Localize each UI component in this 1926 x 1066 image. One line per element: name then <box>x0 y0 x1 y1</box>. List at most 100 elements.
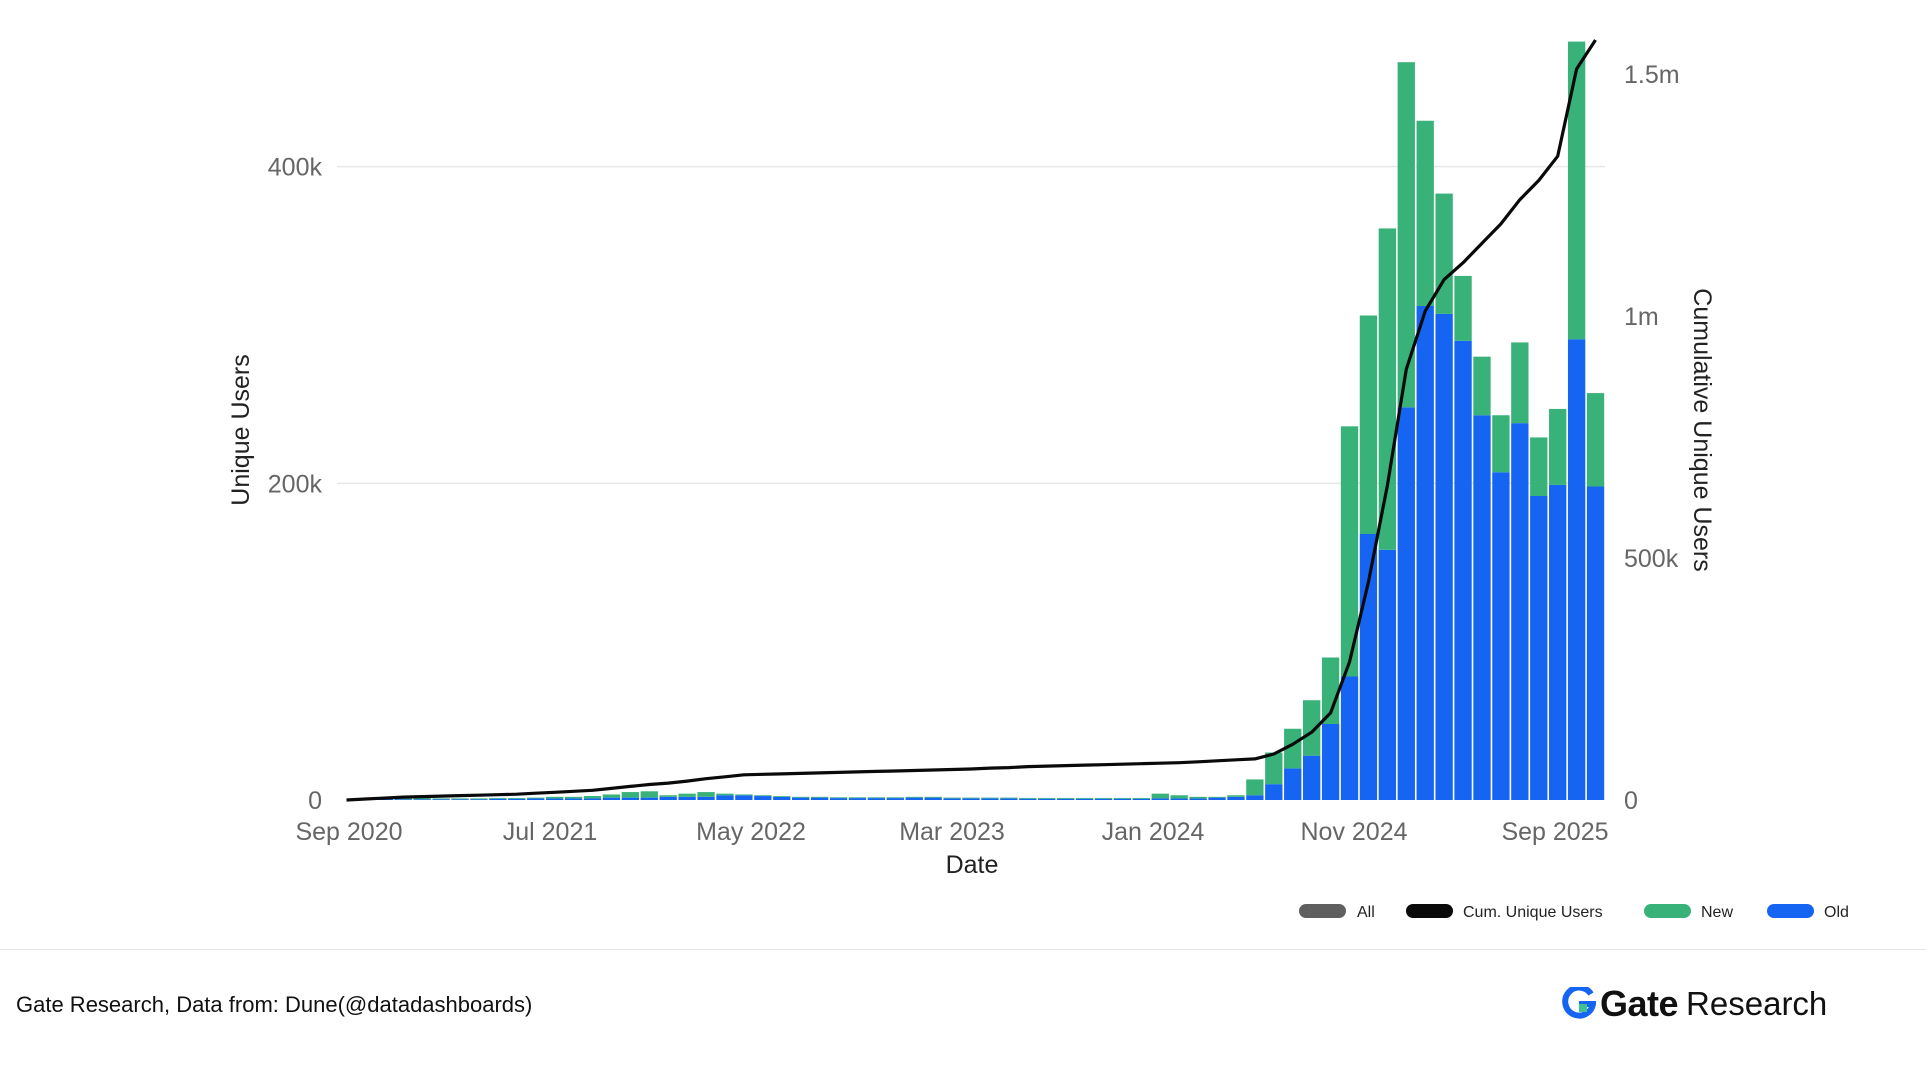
bar-old <box>527 798 545 800</box>
bar-old <box>1208 797 1226 800</box>
bar-new <box>1113 797 1132 799</box>
bar-new <box>1359 315 1378 534</box>
bar-old <box>810 797 829 800</box>
bar-new <box>754 795 772 797</box>
bar-old <box>1284 768 1302 800</box>
legend-item-cum-unique-users[interactable]: Cum. Unique Users <box>1406 904 1603 921</box>
bar-old <box>1019 798 1037 800</box>
y2-tick-label: 1.5m <box>1624 61 1680 89</box>
bar-new <box>1435 193 1453 314</box>
bar-new <box>943 797 961 799</box>
x-tick-label: Sep 2020 <box>295 818 402 846</box>
gate-logo-icon <box>1562 987 1596 1019</box>
bar-new <box>1416 120 1434 306</box>
bar-old <box>1435 313 1453 800</box>
bar-new <box>1038 797 1056 799</box>
bar-new <box>1227 795 1245 797</box>
bar-new <box>1378 228 1397 550</box>
bar-old <box>943 798 961 800</box>
bar-old <box>886 798 904 800</box>
bar-new <box>1511 342 1529 424</box>
bar-old <box>848 798 867 800</box>
bar-new <box>1265 752 1283 785</box>
bar-new <box>810 796 829 798</box>
x-tick-label: Jul 2021 <box>503 818 598 846</box>
bar-new <box>413 797 431 800</box>
bar-new <box>1189 796 1207 799</box>
bar-new <box>545 796 564 799</box>
bar-old <box>1113 798 1132 800</box>
bar-new <box>697 792 715 797</box>
bar-new <box>1246 779 1264 796</box>
bar-new <box>1019 797 1037 799</box>
y-tick-label: 0 <box>308 787 322 815</box>
legend-swatch-new <box>1644 904 1691 918</box>
bar-old <box>1340 676 1359 800</box>
bar-old <box>1056 798 1075 800</box>
bar-old <box>508 798 526 800</box>
bar-new <box>470 798 488 800</box>
bar-new <box>432 798 450 800</box>
unique-users-chart: 0 200k 400k 0 500k 1m 1.5m Sep 2020 Jul 2021 Ma… <box>227 39 1849 921</box>
bar-old <box>1454 340 1472 800</box>
bar-new <box>1473 356 1491 416</box>
bar-new <box>905 796 923 798</box>
bar-old <box>1530 496 1548 800</box>
bar-old <box>545 798 564 800</box>
legend-item-all[interactable]: All <box>1299 904 1375 921</box>
bar-old <box>1189 798 1207 800</box>
bar-old <box>735 795 753 800</box>
bars-layer <box>375 41 1605 800</box>
y-axis-ticks: 0 200k 400k <box>268 154 323 815</box>
bar-old <box>1397 407 1415 800</box>
bar-old <box>1265 784 1283 800</box>
bar-old <box>1549 484 1567 800</box>
bar-new <box>1170 795 1188 799</box>
bar-new <box>735 794 753 796</box>
bar-new <box>792 796 810 798</box>
y2-tick-label: 0 <box>1624 787 1638 815</box>
x-axis-ticks: Sep 2020 Jul 2021 May 2022 Mar 2023 Jan 2024… <box>295 818 1608 846</box>
bar-new <box>1454 275 1472 341</box>
chart-container: 0 200k 400k 0 500k 1m 1.5m Sep 2020 Jul 2021 Ma… <box>227 39 1849 921</box>
bar-new <box>1284 728 1302 769</box>
bar-new <box>1075 797 1094 799</box>
cumulative-line-layer <box>346 39 1597 802</box>
footer-divider <box>0 949 1926 950</box>
bar-old <box>451 799 469 800</box>
y2-axis-title: Cumulative Unique Users <box>1688 288 1716 571</box>
bar-old <box>583 798 602 800</box>
legend-item-new[interactable]: New <box>1644 904 1733 921</box>
legend-item-old[interactable]: Old <box>1767 904 1849 921</box>
brand-gate-text: Gate <box>1600 983 1679 1024</box>
bar-old <box>867 798 886 800</box>
x-axis-title: Date <box>946 851 999 879</box>
bar-old <box>829 798 848 800</box>
bar-new <box>1056 797 1075 799</box>
bar-new <box>773 796 791 797</box>
bar-new <box>981 797 999 799</box>
bar-new <box>602 794 621 798</box>
bar-new <box>527 797 545 799</box>
bar-new <box>621 792 640 798</box>
bar-new <box>583 796 602 799</box>
x-tick-label: Sep 2025 <box>1501 818 1608 846</box>
bar-new <box>1397 62 1415 408</box>
bar-old <box>716 795 734 800</box>
legend-label-old: Old <box>1824 904 1849 921</box>
bar-old <box>602 797 621 800</box>
bar-old <box>1492 472 1510 800</box>
x-tick-label: May 2022 <box>696 818 806 846</box>
x-tick-label: Jan 2024 <box>1102 818 1205 846</box>
legend-label-all: All <box>1357 904 1375 921</box>
bar-new <box>1340 426 1359 677</box>
gate-research-brand: Gate Research <box>1562 983 1827 1025</box>
bar-old <box>1075 798 1094 800</box>
bar-old <box>1586 486 1605 800</box>
bar-old <box>1302 755 1321 800</box>
bar-new <box>1549 408 1567 485</box>
bar-new <box>678 793 696 797</box>
x-tick-label: Nov 2024 <box>1300 818 1407 846</box>
bar-old <box>659 796 677 800</box>
bar-new <box>640 791 658 798</box>
